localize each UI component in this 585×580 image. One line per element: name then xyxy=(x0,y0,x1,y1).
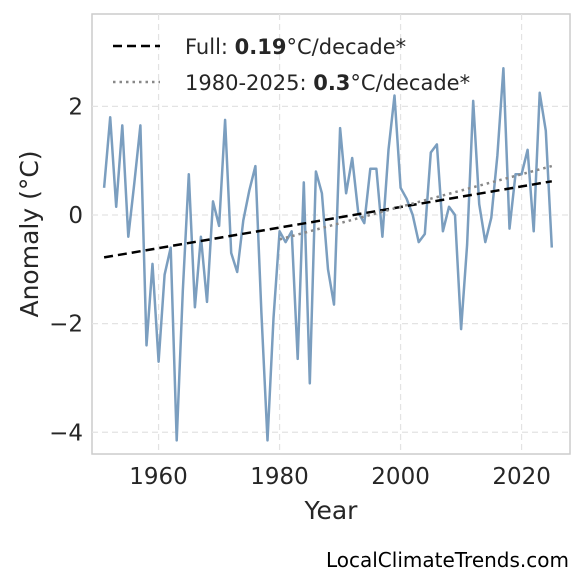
x-tick-label: 2000 xyxy=(371,464,430,490)
trend-line-recent xyxy=(279,164,553,241)
anomaly-series-line xyxy=(102,67,554,442)
legend: Full: 0.19°C/decade* 1980-2025: 0.3°C/de… xyxy=(113,35,470,95)
legend-label-recent: 1980-2025: 0.3°C/decade* xyxy=(185,71,470,95)
x-tick-label: 2020 xyxy=(492,464,551,490)
y-axis-label: Anomaly (°C) xyxy=(15,150,44,317)
series-layer xyxy=(102,67,554,442)
x-tick-label: 1980 xyxy=(250,464,309,490)
y-tick-label: 0 xyxy=(68,203,83,229)
site-credit: LocalClimateTrends.com xyxy=(325,548,569,572)
x-tick-label: 1960 xyxy=(129,464,188,490)
y-tick-label: −2 xyxy=(49,312,83,338)
y-tick-label: 2 xyxy=(68,94,83,120)
y-tick-label: −4 xyxy=(49,420,83,446)
trend-line-full xyxy=(103,180,553,259)
x-axis-label: Year xyxy=(304,496,359,525)
legend-label-full: Full: 0.19°C/decade* xyxy=(185,35,406,59)
plot-frame xyxy=(91,13,571,455)
ticks: 1960 1980 2000 2020 −4 −2 0 2 xyxy=(49,94,551,490)
